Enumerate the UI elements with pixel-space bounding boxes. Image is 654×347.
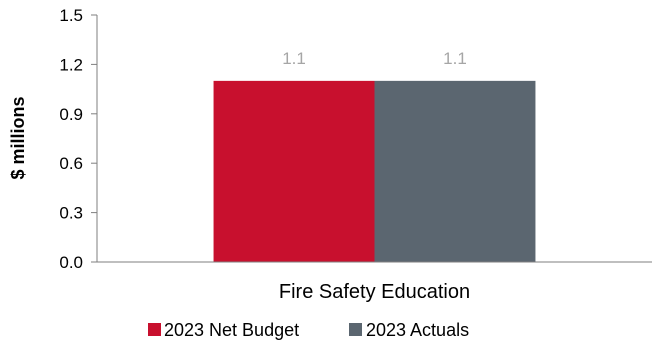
legend: 2023 Net Budget 2023 Actuals: [148, 320, 469, 340]
y-tick-label: 1.5: [59, 6, 83, 25]
x-category-label: Fire Safety Education: [279, 281, 470, 303]
data-label: 1.1: [443, 49, 467, 68]
bar-2023-net-budget: [213, 80, 375, 262]
data-label: 1.1: [282, 49, 306, 68]
legend-label: 2023 Net Budget: [164, 320, 299, 340]
x-axis-labels: Fire Safety Education: [279, 281, 470, 303]
legend-label: 2023 Actuals: [366, 320, 469, 340]
y-tick-label: 1.2: [59, 55, 83, 74]
y-axis-title: $ millions: [8, 96, 28, 179]
legend-swatch: [349, 323, 362, 336]
y-tick-label: 0.0: [59, 253, 83, 272]
data-labels: 1.1 1.1: [282, 49, 467, 68]
y-tick-label: 0.6: [59, 154, 83, 173]
bars: [213, 80, 536, 262]
bar-2023-actuals: [374, 80, 536, 262]
legend-swatch: [148, 323, 161, 336]
y-tick-label: 0.9: [59, 105, 83, 124]
y-axis: 0.0 0.3 0.6 0.9 1.2 1.5: [59, 6, 98, 272]
y-tick-label: 0.3: [59, 204, 83, 223]
